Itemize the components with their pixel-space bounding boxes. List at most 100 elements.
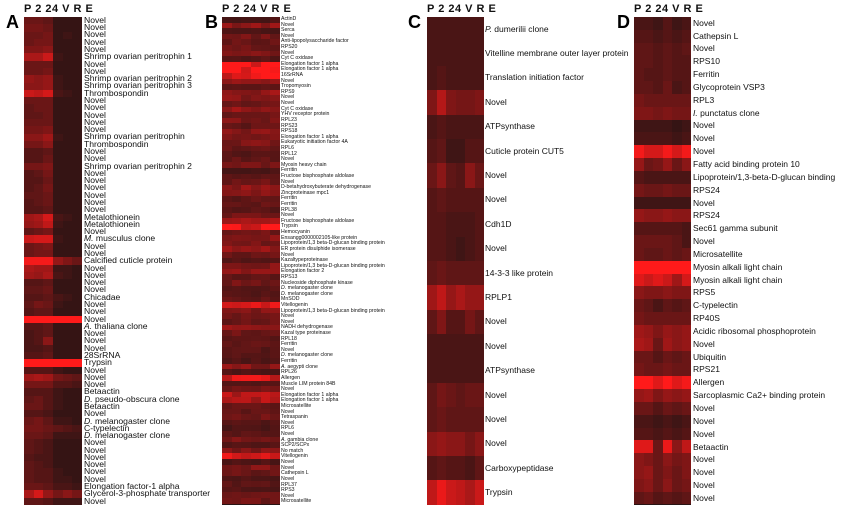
heatmap-cell [251,397,261,403]
heatmap-cell [231,341,242,348]
row-label: Elongation factor-1 alpha [84,481,180,492]
heatmap-row [634,235,691,248]
heatmap-cell [231,78,242,85]
heatmap-cell [436,456,446,481]
heatmap-cell [222,61,232,68]
row-label: Ferritin [281,201,298,208]
row-label: Novel [281,318,295,325]
heatmap-cell [24,468,34,476]
heatmap-cell [681,312,691,325]
heatmap [222,17,281,505]
heatmap-row [24,286,83,294]
row-label: 28SrRNA [84,349,121,360]
heatmap-cell [270,358,281,364]
heatmap-cell [241,229,252,236]
heatmap-cell [662,119,672,133]
heatmap-cell [681,363,691,377]
heatmap-cell [260,112,271,118]
heatmap-cell [24,264,34,272]
heatmap-cell [222,151,232,157]
heatmap-cell [33,104,44,112]
heatmap-cell [241,173,252,180]
heatmap-cell [260,397,271,403]
heatmap-cell [43,359,54,367]
heatmap-cell [222,50,232,57]
heatmap-cell [222,145,232,152]
heatmap-cell [62,293,73,301]
heatmap-row [24,381,83,389]
heatmap-cell [270,173,281,180]
heatmap-row [222,302,281,308]
heatmap-cell [33,38,44,47]
heatmap-cell [222,291,232,297]
heatmap-cell [260,380,271,387]
heatmap-cell [43,206,54,214]
heatmap-cell [53,402,63,411]
heatmap-cell [681,106,691,120]
heatmap-cell [222,39,232,45]
heatmap-cell [643,414,653,428]
heatmap-cell [241,313,252,320]
heatmap-cell [251,235,261,241]
heatmap-cell [251,22,261,29]
heatmap-cell [634,453,644,466]
row-label: Cathepsin L [693,30,739,41]
heatmap-cell [662,299,672,313]
heatmap-cell [222,117,232,124]
heatmap-cell [241,458,252,465]
heatmap-cell [241,498,252,504]
heatmap-cell [62,148,73,156]
heatmap-cell [72,402,83,411]
row-label: D. melanogaster clone [281,290,333,297]
heatmap-cell [231,235,242,241]
heatmap-row [634,247,691,261]
heatmap-cell [24,286,34,294]
heatmap-cell [251,212,261,219]
heatmap-cell [222,196,232,202]
heatmap-cell [241,72,252,79]
row-label: Novel [84,226,106,237]
heatmap-cell [53,148,63,156]
heatmap-cell [672,389,682,402]
heatmap-cell [43,89,54,98]
row-label: Microsatellite [281,402,312,409]
heatmap-cell [43,60,54,68]
heatmap-cell [222,430,232,437]
heatmap-row [222,50,281,57]
heatmap-cell [43,46,54,54]
heatmap-cell [43,497,54,505]
heatmap-cell [446,407,456,432]
heatmap-cell [24,67,34,76]
row-label: Lipoprotein/1,3 beta-D-glucan binding pr… [281,240,385,247]
heatmap-cell [62,213,73,221]
heatmap-cell [681,93,691,107]
heatmap-cell [53,162,63,170]
heatmap-cell [260,352,271,359]
heatmap-cell [231,464,242,471]
heatmap-cell [222,134,232,141]
heatmap-cell [62,322,73,331]
heatmap-cell [43,381,54,389]
heatmap-cell [270,274,281,280]
row-label: YHV receptor protein [281,111,330,118]
heatmap-cell [251,89,261,96]
heatmap-cell [33,191,44,200]
heatmap-row [24,453,83,462]
heatmap-cell [251,498,261,504]
heatmap-cell [634,376,644,390]
heatmap-cell [446,358,456,383]
heatmap-cell [270,140,281,146]
heatmap-cell [260,285,271,292]
heatmap-row [24,300,83,309]
heatmap-cell [43,330,54,338]
heatmap-cell [222,257,232,264]
heatmap-row [222,419,281,426]
heatmap-cell [43,417,54,425]
heatmap-row [222,369,281,375]
heatmap-cell [681,145,691,159]
heatmap-cell [251,50,261,57]
row-label: Novel [84,306,106,317]
heatmap-cell [643,260,653,274]
heatmap-cell [241,168,252,174]
heatmap-cell [681,119,691,133]
